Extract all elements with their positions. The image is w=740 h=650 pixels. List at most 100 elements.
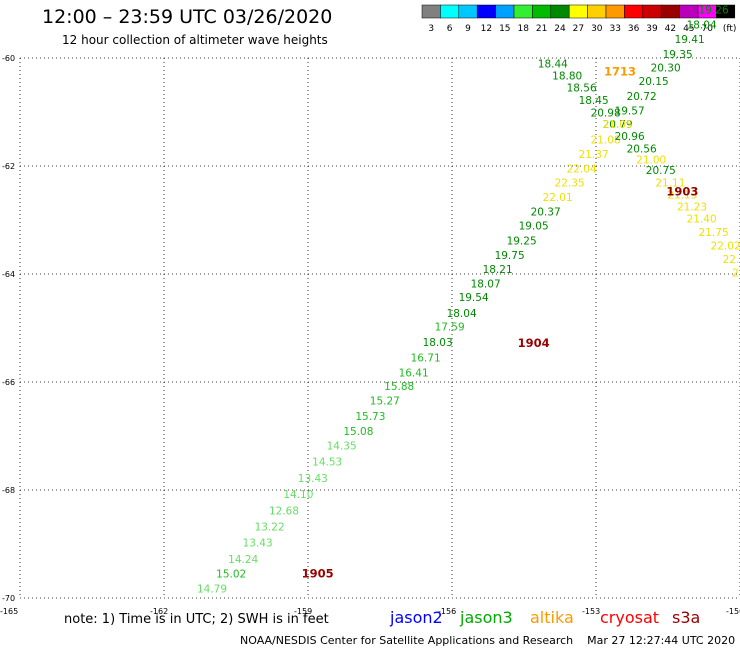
wave-height-point: 18.21 [483, 264, 513, 276]
wave-height-point: 21.37 [579, 149, 609, 161]
pass-time-label: 1904 [518, 336, 550, 350]
wave-height-point: 22.01 [543, 192, 573, 204]
legend-label: 12 [481, 24, 492, 34]
legend-label: 70 [701, 24, 713, 34]
pass-time-label: 1903 [666, 185, 698, 199]
wave-height-point: 17.59 [435, 322, 465, 334]
wave-height-point: 15.27 [370, 396, 400, 408]
wave-height-point: 19.41 [675, 34, 705, 46]
x-tick-label: -162 [150, 607, 168, 616]
wave-height-point: 19.35 [663, 49, 693, 61]
wave-height-point: 19.75 [495, 250, 525, 262]
wave-height-point: 20.15 [639, 76, 669, 88]
wave-height-point: 23.67 [732, 268, 740, 280]
wave-height-point: 20.72 [627, 91, 657, 103]
legend-label: 27 [573, 24, 584, 34]
wave-height-point: 20.98 [591, 107, 621, 119]
legend-label: 24 [554, 24, 566, 34]
pass-time-label: 1905 [302, 566, 334, 580]
wave-height-point: 14.79 [197, 584, 227, 596]
legend-label: 30 [591, 24, 603, 34]
x-tick-label: -150 [726, 607, 740, 616]
wave-height-point: 19.25 [507, 235, 537, 247]
wave-height-point: 13.22 [255, 522, 285, 534]
x-tick-label: -165 [0, 607, 18, 616]
legend-label: 15 [499, 24, 510, 34]
wave-height-point: 13.43 [243, 538, 273, 550]
wave-height-point: 22.39 [723, 254, 740, 266]
wave-height-point: 16.71 [411, 352, 441, 364]
wave-height-point: 13.43 [298, 473, 328, 485]
wave-height-point: 19.55 [711, 0, 740, 3]
wave-height-point: 15.02 [216, 568, 246, 580]
wave-height-point: 21.13 [667, 189, 697, 201]
wave-height-point: 21.23 [677, 201, 707, 213]
wave-height-point: 19.05 [519, 221, 549, 233]
wave-height-point: 12.68 [269, 505, 299, 517]
wave-height-point: 21.00 [636, 154, 666, 166]
wave-height-point: 21.75 [699, 227, 729, 239]
satellite-name-jason3: jason3 [460, 608, 513, 627]
chart-subtitle: 12 hour collection of altimeter wave hei… [62, 33, 328, 47]
x-tick-label: -156 [438, 607, 456, 616]
wave-height-point: 18.44 [538, 59, 568, 71]
legend-label: 21 [536, 24, 547, 34]
wave-height-point: 15.73 [355, 411, 385, 423]
wave-height-point: 21.08 [591, 134, 621, 146]
wave-height-point: 18.07 [471, 279, 501, 291]
legend-label: (ft) [723, 24, 737, 34]
legend-label: 36 [628, 24, 640, 34]
wave-height-point: 18.04 [687, 19, 717, 31]
wave-height-point: 22.04 [567, 163, 597, 175]
y-tick-label: -66 [2, 378, 15, 387]
wave-height-point: 18.80 [552, 71, 582, 83]
footer-note: note: 1) Time is in UTC; 2) SWH is in fe… [64, 612, 329, 627]
wave-height-point: 21.05 [603, 119, 633, 131]
pass-time-label: 1713 [604, 64, 636, 78]
wave-height-point: 20.56 [627, 144, 657, 156]
wave-height-point: 20.96 [615, 131, 645, 143]
wave-height-point: 20.30 [651, 63, 681, 75]
legend-label: 39 [646, 24, 658, 34]
legend-label: 6 [447, 24, 453, 34]
wave-height-point: 18.04 [447, 308, 477, 320]
wave-height-point: 22.35 [555, 178, 585, 190]
satellite-name-altika: altika [530, 608, 574, 627]
wave-height-point: 20.75 [646, 165, 676, 177]
wave-height-point: 14.35 [327, 441, 357, 453]
wave-height-point: 14.24 [228, 554, 258, 566]
legend-swatch [716, 4, 736, 19]
legend-label: 45 [683, 24, 694, 34]
wave-height-point: 20.79 [603, 119, 633, 131]
y-tick-label: -68 [2, 486, 15, 495]
wave-height-point: 18.45 [579, 95, 609, 107]
color-legend: 3 6 9 12 15 18 21 24 27 30 33 36 39 42 45 70 (ft) [421, 4, 737, 34]
x-tick-label: -159 [294, 607, 312, 616]
wave-height-point: 16.41 [399, 368, 429, 380]
y-tick-label: -64 [2, 270, 15, 279]
satellite-name-s3a: s3a [672, 608, 701, 627]
wave-height-point: 19.26 [699, 5, 729, 17]
legend-label: 3 [428, 24, 434, 34]
legend-label: 9 [465, 24, 471, 34]
legend-label: 33 [609, 24, 620, 34]
wave-height-point: 21.40 [687, 214, 717, 226]
wave-height-point: 21.11 [655, 178, 685, 190]
wave-height-point: 14.53 [312, 457, 342, 469]
wave-height-point: 18.56 [567, 82, 597, 94]
wave-height-point: 18.03 [423, 337, 453, 349]
wave-height-point: 19.57 [615, 106, 645, 118]
satellite-name-cryosat: cryosat [600, 608, 660, 627]
x-tick-label: -153 [582, 607, 600, 616]
wave-height-point: 22.02 [711, 241, 740, 253]
wave-height-point: 15.88 [384, 381, 414, 393]
satellite-name-jason2: jason2 [390, 608, 443, 627]
legend-label: 18 [517, 24, 529, 34]
wave-height-point: 15.08 [343, 426, 373, 438]
legend-label: 42 [665, 24, 676, 34]
footer-credit: NOAA/NESDIS Center for Satellite Applica… [240, 634, 736, 647]
chart-title: 12:00 – 23:59 UTC 03/26/2020 [42, 6, 333, 28]
y-tick-label: -62 [2, 162, 15, 171]
y-tick-label: -60 [2, 54, 15, 63]
